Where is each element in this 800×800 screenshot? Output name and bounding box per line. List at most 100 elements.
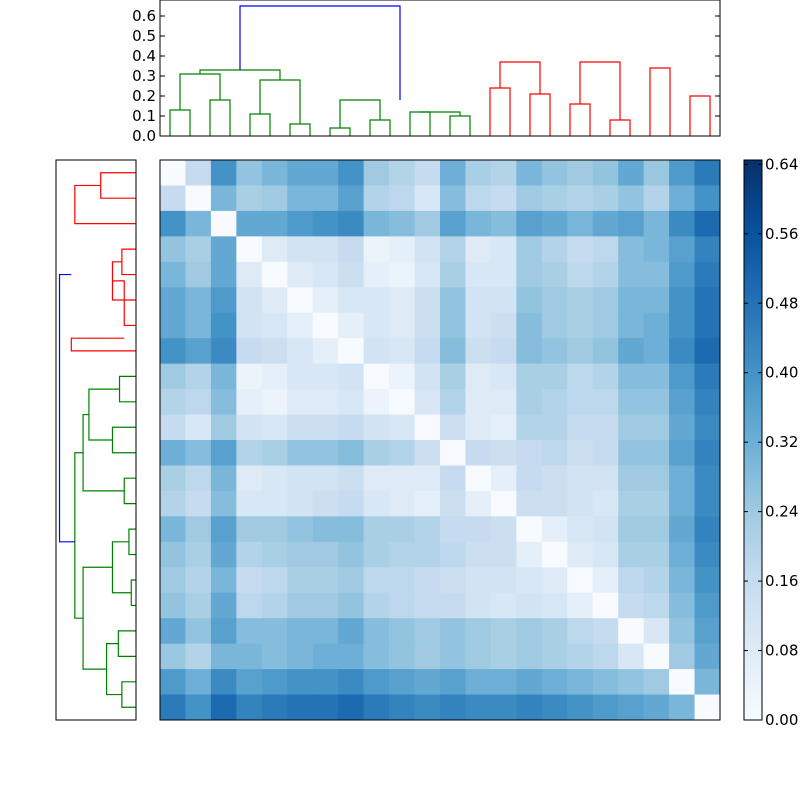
colorbar-segment — [744, 276, 762, 281]
heatmap-cell — [643, 490, 670, 517]
dendrogram-link — [409, 111, 431, 136]
heatmap-cell — [490, 389, 517, 415]
heatmap-cell — [363, 567, 390, 594]
heatmap-cell — [516, 185, 543, 212]
heatmap-cell — [490, 592, 517, 619]
heatmap-cell — [567, 414, 594, 441]
heatmap-cell — [185, 160, 212, 186]
heatmap-cell — [236, 312, 263, 339]
colorbar-segment — [744, 512, 762, 517]
dendrogram-link — [88, 388, 120, 441]
heatmap-cell — [440, 287, 466, 314]
dendrogram-link — [179, 73, 221, 110]
heatmap-cell — [490, 490, 517, 517]
heatmap-cell — [210, 160, 237, 186]
heatmap-cell — [669, 287, 695, 314]
heatmap-cell — [338, 490, 365, 517]
colorbar-segment — [744, 676, 762, 681]
heatmap-cell — [643, 541, 670, 568]
heatmap-cell — [643, 567, 670, 594]
colorbar-tick-label: 0.00 — [765, 711, 798, 729]
heatmap-cell — [338, 160, 365, 186]
heatmap-cell — [541, 541, 568, 568]
heatmap-cell — [490, 210, 517, 237]
heatmap-cell — [160, 465, 186, 492]
heatmap-cell — [414, 312, 441, 339]
colorbar-segment — [744, 248, 762, 253]
colorbar-segment — [744, 504, 762, 509]
colorbar-segment — [744, 292, 762, 297]
heatmap-cell — [694, 338, 721, 365]
colorbar-segment — [744, 188, 762, 193]
heatmap-cell — [643, 618, 670, 645]
dendrogram-link — [579, 61, 621, 120]
dendrogram-link — [249, 113, 271, 136]
heatmap-cell — [669, 312, 695, 339]
colorbar-segment — [744, 592, 762, 597]
heatmap-cell — [516, 414, 543, 441]
heatmap-cell — [185, 312, 212, 339]
colorbar-segment — [744, 632, 762, 637]
colorbar-segment — [744, 708, 762, 713]
heatmap-cell — [694, 160, 721, 186]
heatmap-cell — [210, 694, 237, 721]
y-tick-label: 0.4 — [132, 47, 156, 65]
heatmap-cell — [261, 618, 288, 645]
heatmap-cell — [236, 541, 263, 568]
heatmap-cell — [185, 516, 212, 543]
heatmap-cell — [592, 160, 619, 186]
colorbar-segment — [744, 464, 762, 469]
dendrogram-link — [105, 643, 122, 696]
heatmap-cell — [592, 312, 619, 339]
heatmap-cell — [694, 465, 721, 492]
colorbar-segment — [744, 540, 762, 545]
dendrogram-link — [123, 477, 136, 505]
heatmap-cell — [312, 669, 339, 695]
colorbar-segment — [744, 196, 762, 201]
colorbar-segment — [744, 544, 762, 549]
heatmap-cell — [261, 694, 288, 721]
heatmap-cell — [261, 592, 288, 619]
left-dendrogram-frame — [55, 159, 137, 721]
heatmap-cell — [363, 338, 390, 365]
heatmap-cell — [160, 516, 186, 543]
heatmap-cell — [490, 236, 517, 263]
colorbar-segment — [744, 304, 762, 309]
dendrogram-link — [82, 566, 113, 670]
colorbar-segment — [744, 316, 762, 321]
heatmap-cell — [592, 440, 619, 466]
heatmap-cell — [440, 541, 466, 568]
heatmap-cell — [185, 694, 212, 721]
heatmap-cell — [363, 516, 390, 543]
heatmap-cell — [312, 592, 339, 619]
heatmap-cell — [338, 261, 365, 288]
heatmap-cell — [363, 312, 390, 339]
heatmap-cell — [287, 261, 314, 288]
colorbar-segment — [744, 388, 762, 393]
heatmap-cell — [618, 567, 645, 594]
colorbar-segment — [744, 552, 762, 557]
heatmap-cell — [618, 236, 645, 263]
colorbar-segment — [744, 204, 762, 209]
heatmap-cell — [669, 465, 695, 492]
heatmap-cell — [516, 338, 543, 365]
heatmap-cell — [490, 465, 517, 492]
heatmap-cell — [592, 210, 619, 237]
heatmap-cell — [618, 643, 645, 670]
colorbar-segment — [744, 680, 762, 685]
dendrogram-link — [569, 103, 591, 136]
heatmap-cell — [694, 363, 721, 390]
heatmap-cell — [669, 414, 695, 441]
heatmap-cell — [312, 618, 339, 645]
y-tick-label: 0.1 — [132, 107, 156, 125]
heatmap-cell — [185, 363, 212, 390]
heatmap-cell — [567, 694, 594, 721]
heatmap-cell — [338, 210, 365, 237]
dendrogram-link — [112, 280, 136, 327]
colorbar-segment — [744, 436, 762, 441]
heatmap-cell — [363, 618, 390, 645]
heatmap-cell — [643, 236, 670, 263]
heatmap-cell — [287, 363, 314, 390]
dendrogram-link — [369, 119, 391, 136]
heatmap-cell — [363, 389, 390, 415]
